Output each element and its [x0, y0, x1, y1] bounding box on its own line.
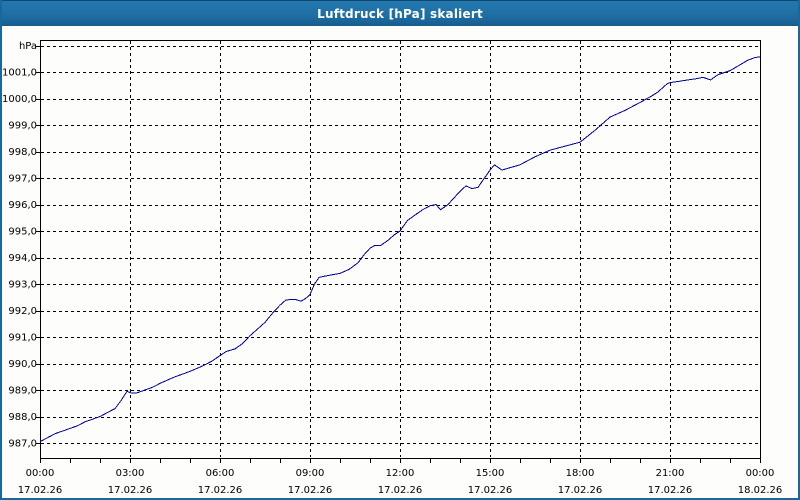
y-tick-label: 991,0	[8, 333, 37, 344]
y-tick-label: 996,0	[8, 200, 37, 211]
x-tick-time-label: 06:00	[206, 468, 235, 479]
y-tick-label: 988,0	[8, 412, 37, 423]
x-tick-time-label: 12:00	[386, 468, 415, 479]
x-tick-date-label: 17.02.26	[288, 485, 333, 496]
y-tick-label: 990,0	[8, 359, 37, 370]
x-tick-time-label: 21:00	[656, 468, 685, 479]
x-tick-date-label: 17.02.26	[198, 485, 243, 496]
y-tick-label: 994,0	[8, 253, 37, 264]
x-tick-time-label: 18:00	[566, 468, 595, 479]
gridlines	[41, 41, 759, 457]
x-tick-date-label: 17.02.26	[108, 485, 153, 496]
y-tick-label: 1000,0	[2, 94, 37, 105]
y-tick-label: 993,0	[8, 280, 37, 291]
x-tick-time-label: 03:00	[116, 468, 145, 479]
x-tick-date-label: 17.02.26	[378, 485, 423, 496]
x-tick-time-label: 09:00	[296, 468, 325, 479]
x-axis-labels: 00:00 17.02.26 03:00 17.02.26 06:00 17.02.26 0…	[18, 468, 783, 496]
y-tick-label: 999,0	[8, 121, 37, 132]
tick-marks	[36, 46, 761, 463]
y-tick-label: 992,0	[8, 306, 37, 317]
y-tick-label: 989,0	[8, 386, 37, 397]
x-tick-date-label: 17.02.26	[648, 485, 693, 496]
y-axis-unit-label: hPa	[19, 41, 37, 52]
pressure-line-chart: hPa 1001,0 1000,0 999,0 998,0 997,0 996,0 995,0…	[2, 40, 783, 496]
x-tick-time-label: 00:00	[746, 468, 775, 479]
y-tick-label: 1001,0	[2, 68, 37, 79]
window-title-bar[interactable]: Luftdruck [hPa] skaliert	[2, 0, 798, 26]
pressure-series-line	[39, 56, 761, 443]
series-luftdruck	[39, 56, 761, 443]
x-tick-time-label: 00:00	[26, 468, 55, 479]
x-tick-time-label: 15:00	[476, 468, 505, 479]
window-title: Luftdruck [hPa] skaliert	[317, 6, 483, 21]
y-tick-label: 998,0	[8, 147, 37, 158]
x-tick-date-label: 17.02.26	[18, 485, 63, 496]
x-tick-date-label: 17.02.26	[468, 485, 513, 496]
chart-area: hPa 1001,0 1000,0 999,0 998,0 997,0 996,0 995,0…	[2, 26, 798, 498]
y-tick-label: 995,0	[8, 227, 37, 238]
y-tick-label: 987,0	[8, 439, 37, 450]
y-tick-label: 997,0	[8, 174, 37, 185]
x-tick-date-label: 18.02.26	[738, 485, 783, 496]
y-axis-labels: hPa 1001,0 1000,0 999,0 998,0 997,0 996,0 995,0…	[2, 41, 37, 450]
x-tick-date-label: 17.02.26	[558, 485, 603, 496]
